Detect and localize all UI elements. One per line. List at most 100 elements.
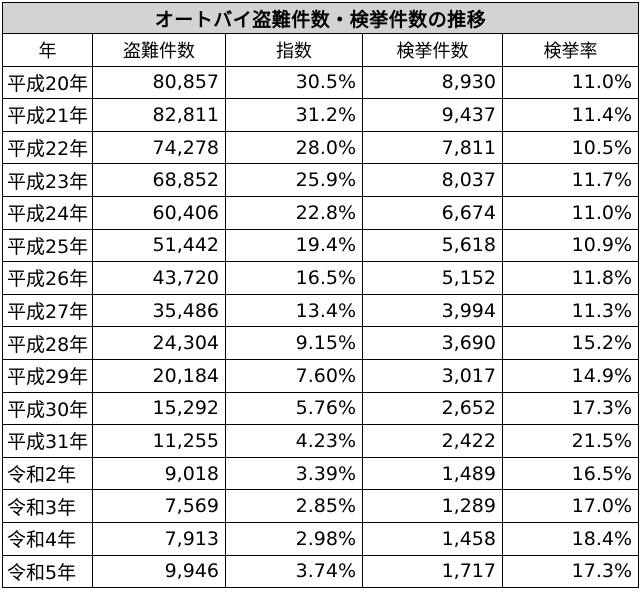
table-row: 平成29年 20,184 7.60% 3,017 14.9% <box>2 358 640 393</box>
table-body: 平成20年 80,857 30.5% 8,930 11.0% 平成21年 82,811 31.… <box>2 65 640 589</box>
arrests-cell: 8,037 <box>362 163 503 197</box>
arrests-cell: 2,422 <box>362 424 503 458</box>
index-cell: 16.5% <box>225 261 363 295</box>
table-row: 平成30年 15,292 5.76% 2,652 17.3% <box>2 391 640 426</box>
thefts-cell: 9,018 <box>92 456 226 491</box>
table-title: オートバイ盗難件数・検挙件数の推移 <box>1 2 640 34</box>
year-cell: 令和2年 <box>2 456 93 491</box>
arrest-rate-cell: 11.7% <box>501 163 640 197</box>
arrest-rate-cell: 17.3% <box>501 554 640 589</box>
arrest-rate-cell: 11.0% <box>501 195 640 230</box>
thefts-cell: 35,486 <box>92 293 226 328</box>
thefts-cell: 68,852 <box>92 163 226 197</box>
arrests-cell: 1,489 <box>362 456 503 491</box>
arrests-cell: 2,652 <box>362 391 503 426</box>
arrests-cell: 3,017 <box>362 358 503 393</box>
arrest-rate-cell: 17.3% <box>501 391 640 426</box>
index-cell: 28.0% <box>225 130 363 165</box>
column-header-thefts: 盗難件数 <box>92 33 226 67</box>
year-cell: 平成20年 <box>2 65 93 100</box>
index-cell: 30.5% <box>225 65 363 100</box>
year-cell: 令和4年 <box>2 521 93 556</box>
arrests-cell: 1,289 <box>362 489 503 523</box>
thefts-cell: 82,811 <box>92 98 226 132</box>
thefts-cell: 60,406 <box>92 195 226 230</box>
arrest-rate-cell: 11.3% <box>501 293 640 328</box>
year-cell: 平成28年 <box>2 326 93 360</box>
thefts-cell: 7,913 <box>92 521 226 556</box>
table-row: 平成22年 74,278 28.0% 7,811 10.5% <box>2 130 640 165</box>
table-row: 令和3年 7,569 2.85% 1,289 17.0% <box>2 489 640 523</box>
arrest-rate-cell: 15.2% <box>501 326 640 360</box>
table-row: 平成20年 80,857 30.5% 8,930 11.0% <box>2 65 640 100</box>
index-cell: 3.74% <box>225 554 363 589</box>
arrest-rate-cell: 10.5% <box>501 130 640 165</box>
year-cell: 平成26年 <box>2 261 93 295</box>
table-row: 平成25年 51,442 19.4% 5,618 10.9% <box>2 228 640 263</box>
arrest-rate-cell: 11.8% <box>501 261 640 295</box>
year-cell: 平成27年 <box>2 293 93 328</box>
year-cell: 令和5年 <box>2 554 93 589</box>
thefts-cell: 11,255 <box>92 424 226 458</box>
table-row: 平成26年 43,720 16.5% 5,152 11.8% <box>2 261 640 295</box>
index-cell: 2.98% <box>225 521 363 556</box>
table-row: 令和5年 9,946 3.74% 1,717 17.3% <box>2 554 640 589</box>
arrests-cell: 7,811 <box>362 130 503 165</box>
index-cell: 13.4% <box>225 293 363 328</box>
arrest-rate-cell: 14.9% <box>501 358 640 393</box>
table-row: 平成28年 24,304 9.15% 3,690 15.2% <box>2 326 640 360</box>
arrests-cell: 3,690 <box>362 326 503 360</box>
arrest-rate-cell: 11.0% <box>501 65 640 100</box>
arrests-cell: 5,152 <box>362 261 503 295</box>
arrests-cell: 3,994 <box>362 293 503 328</box>
arrests-cell: 6,674 <box>362 195 503 230</box>
thefts-cell: 74,278 <box>92 130 226 165</box>
thefts-cell: 80,857 <box>92 65 226 100</box>
year-cell: 平成25年 <box>2 228 93 263</box>
column-header-arrest-rate: 検挙率 <box>501 33 640 67</box>
arrest-rate-cell: 11.4% <box>501 98 640 132</box>
theft-table: オートバイ盗難件数・検挙件数の推移 年 盗難件数 指数 検挙件数 検挙率 平成2… <box>1 2 640 589</box>
arrests-cell: 5,618 <box>362 228 503 263</box>
thefts-cell: 43,720 <box>92 261 226 295</box>
table-row: 平成27年 35,486 13.4% 3,994 11.3% <box>2 293 640 328</box>
header-row: 年 盗難件数 指数 検挙件数 検挙率 <box>2 33 640 67</box>
table-row: 令和2年 9,018 3.39% 1,489 16.5% <box>2 456 640 491</box>
thefts-cell: 20,184 <box>92 358 226 393</box>
year-cell: 平成22年 <box>2 130 93 165</box>
index-cell: 3.39% <box>225 456 363 491</box>
year-cell: 平成23年 <box>2 163 93 197</box>
index-cell: 25.9% <box>225 163 363 197</box>
index-cell: 5.76% <box>225 391 363 426</box>
arrests-cell: 1,717 <box>362 554 503 589</box>
table-row: 平成31年 11,255 4.23% 2,422 21.5% <box>2 424 640 458</box>
year-cell: 平成29年 <box>2 358 93 393</box>
index-cell: 2.85% <box>225 489 363 523</box>
year-cell: 平成21年 <box>2 98 93 132</box>
year-cell: 平成30年 <box>2 391 93 426</box>
year-cell: 令和3年 <box>2 489 93 523</box>
thefts-cell: 7,569 <box>92 489 226 523</box>
arrest-rate-cell: 10.9% <box>501 228 640 263</box>
thefts-cell: 9,946 <box>92 554 226 589</box>
column-header-arrests: 検挙件数 <box>362 33 503 67</box>
column-header-index: 指数 <box>225 33 363 67</box>
table-row: 平成24年 60,406 22.8% 6,674 11.0% <box>2 195 640 230</box>
index-cell: 31.2% <box>225 98 363 132</box>
arrests-cell: 1,458 <box>362 521 503 556</box>
thefts-cell: 51,442 <box>92 228 226 263</box>
arrest-rate-cell: 18.4% <box>501 521 640 556</box>
table-row: 平成23年 68,852 25.9% 8,037 11.7% <box>2 163 640 197</box>
year-cell: 平成31年 <box>2 424 93 458</box>
year-cell: 平成24年 <box>2 195 93 230</box>
table-row: 平成21年 82,811 31.2% 9,437 11.4% <box>2 98 640 132</box>
arrest-rate-cell: 16.5% <box>501 456 640 491</box>
arrests-cell: 8,930 <box>362 65 503 100</box>
index-cell: 22.8% <box>225 195 363 230</box>
thefts-cell: 15,292 <box>92 391 226 426</box>
index-cell: 9.15% <box>225 326 363 360</box>
arrest-rate-cell: 17.0% <box>501 489 640 523</box>
thefts-cell: 24,304 <box>92 326 226 360</box>
index-cell: 7.60% <box>225 358 363 393</box>
